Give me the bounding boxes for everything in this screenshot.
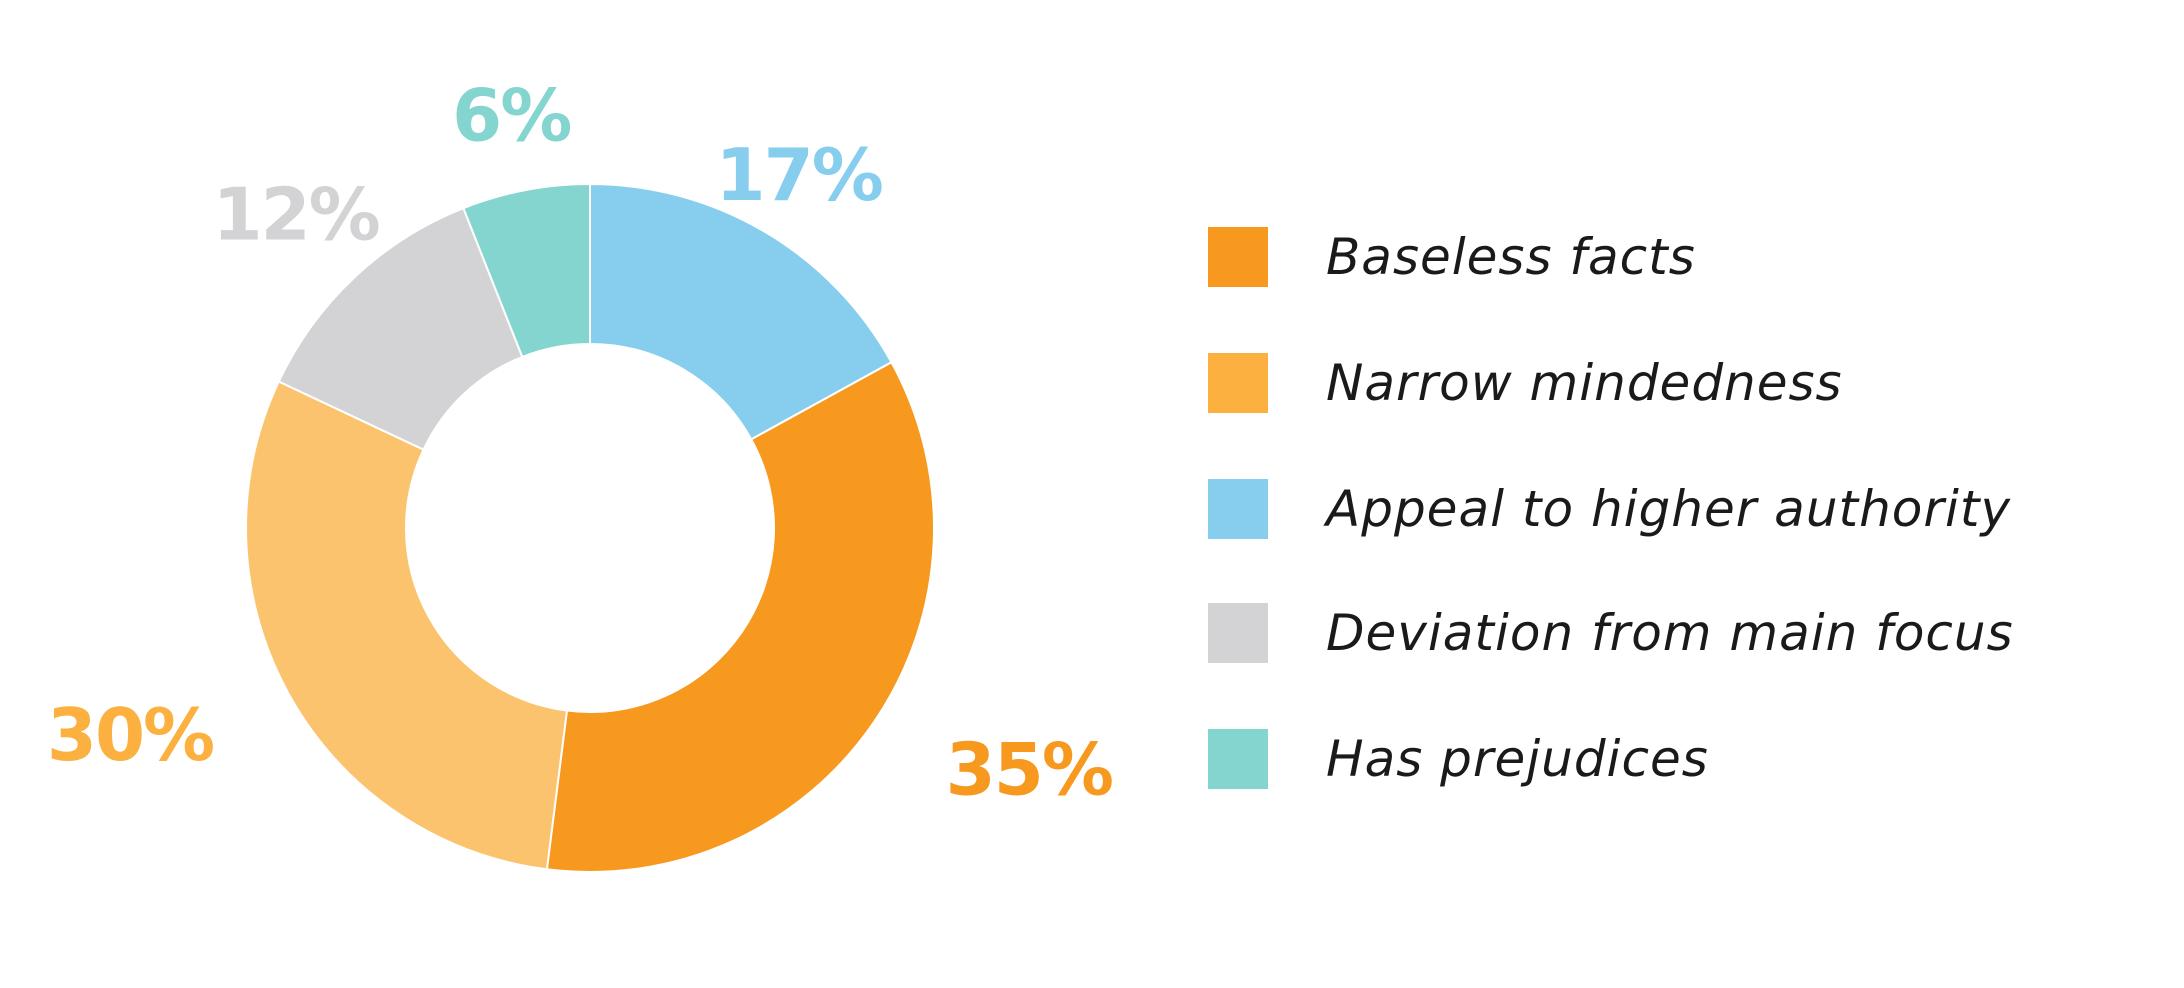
legend-item-appeal-to-higher-authority: Appeal to higher authority [1208,478,2011,540]
percentage-labels: 17% 35% 30% 12% 6% [47,73,1114,812]
slice-appeal-to-higher-authority [589,182,893,441]
legend-item-deviation-from-main-focus: Deviation from main focus [1208,602,2014,664]
pct-label-narrow-mindedness: 30% [47,693,213,777]
legend-item-narrow-mindedness: Narrow mindedness [1208,352,1843,414]
slice-baseless-facts [545,360,935,873]
legend-label-deviation-from-main-focus: Deviation from main focus [1326,604,2014,662]
slice-narrow-mindedness [245,380,569,871]
slice-has-prejudices [462,182,591,359]
legend-swatch-appeal-to-higher-authority [1208,479,1268,539]
pct-label-appeal-to-higher-authority: 17% [716,133,882,217]
legend-swatch-deviation-from-main-focus [1208,603,1268,663]
legend-label-narrow-mindedness: Narrow mindedness [1326,354,1843,412]
pct-label-deviation-from-main-focus: 12% [212,173,378,257]
legend-swatch-has-prejudices [1208,729,1268,789]
pct-label-has-prejudices: 6% [452,73,570,157]
legend-item-baseless-facts: Baseless facts [1208,226,1696,288]
donut-slices [245,182,935,873]
legend-label-appeal-to-higher-authority: Appeal to higher authority [1326,480,2012,538]
donut-chart: 17% 35% 30% 12% 6% [47,73,1114,873]
legend-label-baseless-facts: Baseless facts [1326,228,1696,286]
legend-swatch-baseless-facts [1208,227,1268,287]
pct-label-baseless-facts: 35% [946,728,1112,812]
legend-label-has-prejudices: Has prejudices [1326,730,1709,788]
legend-swatch-narrow-mindedness [1208,353,1268,413]
legend-item-has-prejudices: Has prejudices [1208,728,1709,790]
